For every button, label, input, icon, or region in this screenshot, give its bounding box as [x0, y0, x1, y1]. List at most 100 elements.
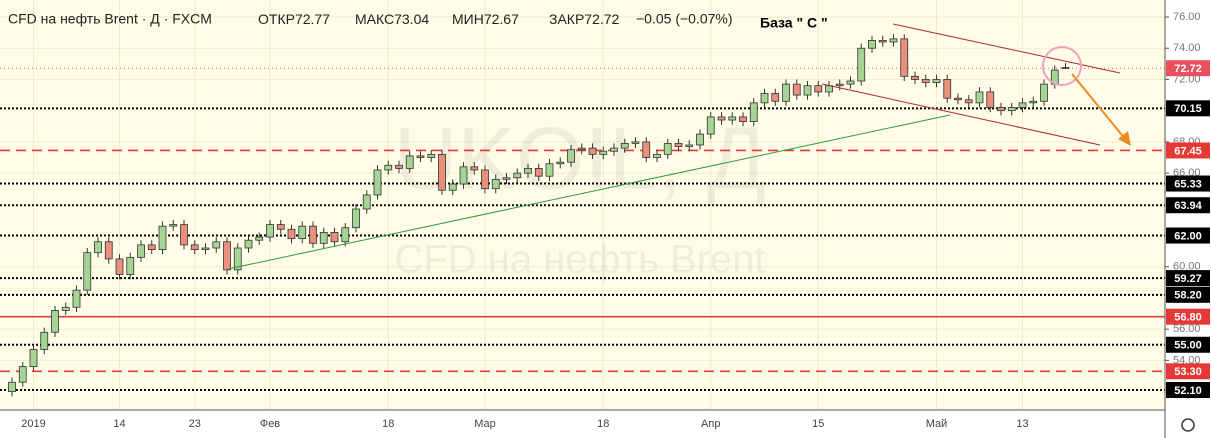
readout-value: 73.04	[394, 11, 429, 27]
candle-body	[126, 256, 135, 275]
x-tick-label: 2019	[21, 418, 45, 430]
candle-body	[502, 177, 511, 180]
candle-body	[61, 306, 70, 311]
level-label-box	[1166, 382, 1210, 399]
candle-body	[975, 91, 984, 104]
candle-body	[276, 224, 285, 230]
candle-body	[653, 153, 661, 158]
candle-body	[825, 85, 833, 93]
candle-body	[1029, 100, 1038, 104]
level-label-box	[1166, 60, 1210, 77]
candle-body	[588, 147, 597, 155]
candle-body	[51, 310, 59, 333]
y-tick-label: 74.00	[1173, 42, 1201, 54]
candle-body	[319, 231, 328, 244]
candle-body	[749, 102, 758, 122]
level-label: 70.15	[1174, 103, 1202, 115]
level-label-box	[1166, 197, 1210, 214]
level-label: 53.30	[1174, 366, 1202, 378]
readout-label: ОТКР	[258, 11, 295, 27]
candle-body	[1040, 83, 1048, 102]
levels	[0, 67, 1165, 392]
trend-line	[227, 114, 951, 270]
candle-body	[416, 155, 425, 158]
axes: 76.0074.0072.0068.0066.0060.0056.0054.00…	[21, 11, 1210, 430]
readout-label: МАКС	[355, 11, 394, 27]
candle-body	[599, 150, 608, 155]
candle-body	[696, 133, 704, 146]
candle-body	[685, 144, 694, 147]
candle-body	[8, 381, 16, 392]
level-label-box	[1166, 100, 1210, 117]
readout-value: 72.67	[484, 11, 519, 27]
channel-line	[821, 83, 1101, 146]
candle-body	[932, 79, 941, 83]
candle-body	[524, 168, 532, 174]
candle-body	[158, 225, 167, 250]
candle-body	[792, 83, 801, 96]
candle-body	[814, 85, 823, 93]
x-tick-label: 18	[597, 418, 609, 430]
x-tick-label: 13	[1016, 418, 1028, 430]
candle-body	[610, 147, 618, 152]
plot-background	[0, 0, 1165, 410]
candle-body	[728, 116, 737, 121]
candle-body	[771, 93, 780, 102]
level-label: 65.33	[1174, 178, 1202, 190]
x-tick-label: 14	[113, 418, 125, 430]
candle-body	[83, 252, 92, 291]
candle-body	[448, 183, 457, 191]
settings-icon[interactable]	[1181, 418, 1195, 432]
candle-body	[223, 241, 231, 271]
watermark: UKOIL, Д	[394, 108, 767, 207]
candle-body	[459, 166, 468, 185]
x-tick-label: Апр	[701, 418, 720, 430]
candle-body	[395, 164, 403, 169]
candle-body	[878, 40, 887, 43]
candle-body	[373, 169, 382, 196]
candle-body	[1061, 67, 1070, 69]
candle-body	[362, 194, 371, 210]
candle-body	[857, 47, 866, 82]
level-label-box	[1166, 175, 1210, 192]
candle-body	[1018, 102, 1027, 108]
level-label: 52.10	[1174, 385, 1202, 397]
y-tick-label: 76.00	[1173, 11, 1201, 23]
candle-body	[567, 149, 575, 163]
candle-body	[663, 143, 672, 155]
candle-body	[40, 331, 49, 350]
level-label-box	[1166, 142, 1210, 159]
candle-body	[868, 40, 876, 49]
candle-body	[104, 241, 113, 260]
candle-body	[309, 225, 317, 244]
readout-item: МИН72.67	[452, 11, 519, 27]
candle-body	[72, 289, 81, 308]
candle-body	[642, 141, 651, 158]
change: −0.05 (−0.07%)	[636, 11, 733, 27]
y-tick-label: 56.00	[1173, 323, 1201, 335]
candle-body	[964, 99, 973, 104]
x-tick-label: Май	[926, 418, 948, 430]
level-label-box	[1166, 270, 1210, 287]
candle-body	[438, 153, 446, 191]
time-axis	[0, 410, 1165, 438]
candle-body	[835, 83, 844, 87]
candle-body	[201, 247, 210, 250]
arrow-head	[1118, 131, 1131, 146]
readout-label: ЗАКР	[549, 11, 584, 27]
candle-body	[137, 244, 145, 258]
candle-body	[534, 168, 543, 177]
candle-body	[706, 116, 715, 135]
level-label: 62.00	[1174, 230, 1202, 242]
candle-body	[115, 258, 124, 275]
level-label-box	[1166, 286, 1210, 303]
candle-body	[169, 224, 178, 227]
channel-line	[892, 23, 1121, 74]
arrow	[1071, 73, 1127, 141]
candle-body	[545, 163, 554, 177]
level-label: 59.27	[1174, 273, 1202, 285]
candle-body	[352, 208, 360, 229]
candle-body	[1007, 107, 1016, 112]
highlight-circle	[1042, 46, 1082, 86]
